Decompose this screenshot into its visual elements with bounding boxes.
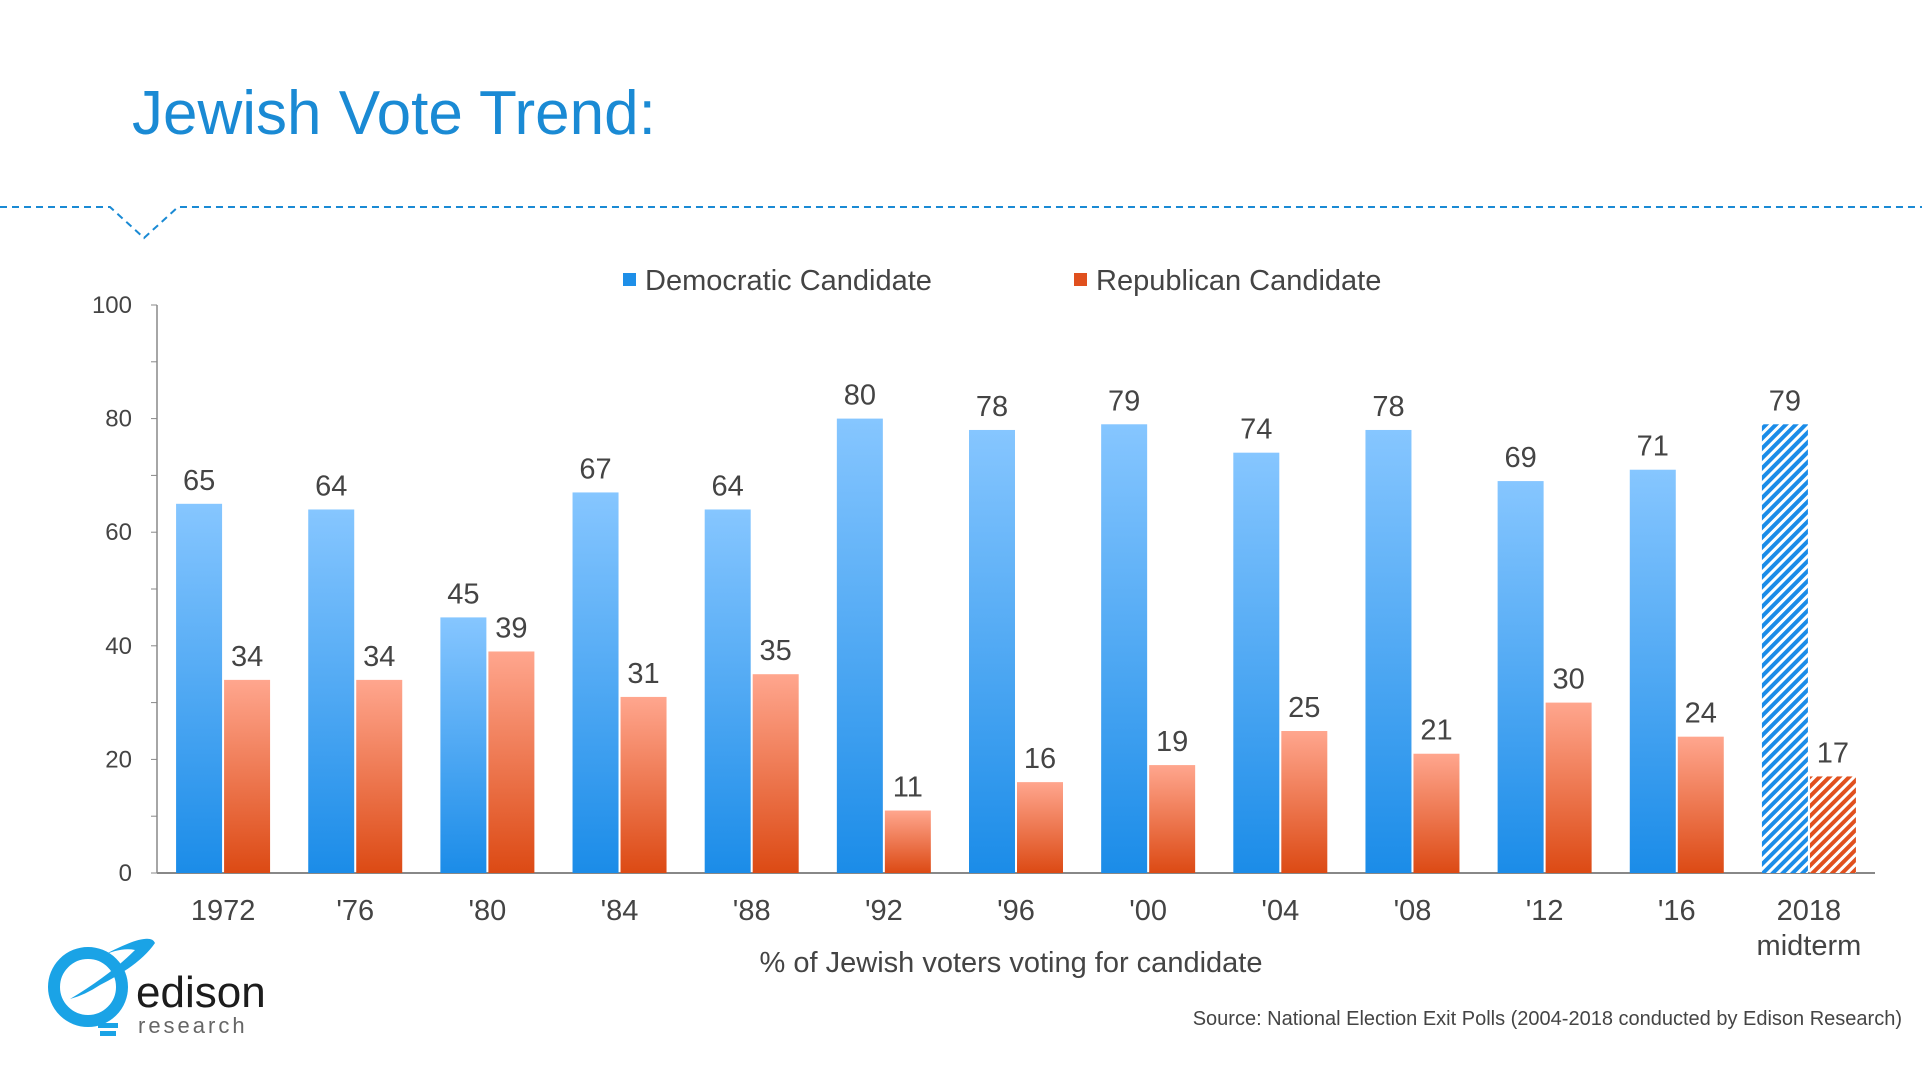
data-label: 78 (1372, 391, 1404, 423)
data-label: 19 (1156, 726, 1188, 758)
bar-chart: 0 20 40 60 80 100 1972 '76 '80 '84 '88 '92 '96 '00 '04… (92, 265, 1875, 979)
data-label: 64 (315, 470, 347, 502)
data-label: 17 (1817, 737, 1849, 769)
y-tick-label: 20 (105, 746, 132, 773)
source-note: Source: National Election Exit Polls (20… (1192, 1008, 1902, 1030)
democratic-bar (704, 509, 751, 873)
y-tick-label: 40 (105, 633, 132, 660)
y-tick-label: 0 (119, 860, 132, 887)
legend-label: Republican Candidate (1096, 265, 1381, 297)
data-label: 34 (231, 641, 263, 673)
data-label: 45 (447, 578, 479, 610)
legend-swatch-1 (1074, 273, 1087, 286)
x-axis-title: % of Jewish voters voting for candidate (760, 947, 1263, 979)
legend-label: Democratic Candidate (645, 265, 932, 297)
data-label: 74 (1240, 414, 1272, 446)
democratic-bar (308, 509, 355, 873)
logo-text: edison (136, 968, 266, 1017)
x-tick-label: '16 (1658, 895, 1696, 927)
x-tick-label: '96 (997, 895, 1035, 927)
democratic-bar (969, 429, 1015, 873)
data-label: 31 (627, 658, 659, 690)
x-tick-label: '04 (1261, 895, 1299, 927)
x-tick-label: '08 (1394, 895, 1432, 927)
democratic-bar (1365, 429, 1412, 873)
republican-bar (1017, 782, 1063, 873)
republican-bar (1677, 736, 1724, 873)
legend-swatch-0 (623, 273, 636, 286)
republican-bar (1545, 702, 1592, 873)
edison-research-logo: edison research (48, 938, 266, 1038)
data-label: 69 (1504, 442, 1536, 474)
democratic-bar (1233, 452, 1280, 873)
data-label: 64 (712, 470, 744, 502)
x-tick-label: 2018 midterm (1757, 895, 1862, 962)
y-tick-label: 80 (105, 406, 132, 433)
x-tick-label: '12 (1526, 895, 1564, 927)
data-label: 80 (844, 380, 876, 412)
y-tick-label: 60 (105, 519, 132, 546)
logo-subtext: research (138, 1013, 248, 1038)
x-tick-label: '00 (1129, 895, 1167, 927)
data-label: 25 (1288, 692, 1320, 724)
data-label: 39 (495, 612, 527, 644)
republican-bar (356, 679, 403, 873)
data-label: 67 (579, 453, 611, 485)
title-divider (0, 206, 1922, 240)
democratic-bar (440, 617, 487, 873)
data-label: 21 (1420, 715, 1452, 747)
republican-bar (1281, 731, 1328, 873)
data-label: 34 (363, 641, 395, 673)
republican-bar (884, 810, 931, 873)
data-label: 30 (1552, 664, 1584, 696)
republican-bar (752, 674, 799, 873)
republican-bar (1413, 753, 1460, 873)
data-label: 24 (1685, 698, 1717, 730)
democratic-bar (1101, 424, 1148, 873)
data-label: 79 (1108, 385, 1140, 417)
x-tick-label: '76 (336, 895, 374, 927)
democratic-bar (1497, 481, 1544, 873)
data-label: 11 (893, 772, 923, 804)
data-label: 16 (1024, 743, 1056, 775)
democratic-bar (836, 418, 883, 873)
data-label: 71 (1637, 431, 1669, 463)
republican-bar (620, 696, 667, 873)
democratic-bar (1629, 469, 1676, 873)
x-tick-label: '92 (865, 895, 903, 927)
republican-bar (1149, 765, 1196, 873)
republican-bar (1809, 776, 1856, 873)
x-tick-label: '88 (733, 895, 771, 927)
republican-bar (488, 651, 535, 873)
data-label: 78 (976, 391, 1008, 423)
y-tick-label: 100 (92, 292, 132, 319)
democratic-bar (572, 492, 619, 873)
x-tick-label: '84 (601, 895, 639, 927)
page-title: Jewish Vote Trend: (132, 79, 656, 148)
democratic-bar (176, 503, 223, 873)
republican-bar (224, 679, 271, 873)
x-tick-label: '80 (468, 895, 506, 927)
democratic-bar (1761, 424, 1808, 873)
x-tick-label: 1972 (191, 895, 256, 927)
data-label: 35 (760, 635, 792, 667)
data-label: 79 (1769, 385, 1801, 417)
data-label: 65 (183, 465, 215, 497)
